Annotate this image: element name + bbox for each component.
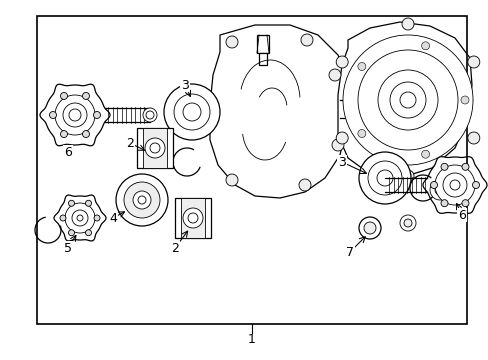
Circle shape	[467, 56, 479, 68]
Circle shape	[377, 70, 437, 130]
Circle shape	[124, 182, 160, 218]
Circle shape	[467, 132, 479, 144]
Circle shape	[328, 69, 340, 81]
Bar	[142, 128, 167, 168]
Circle shape	[133, 191, 151, 209]
Circle shape	[225, 36, 238, 48]
Circle shape	[401, 18, 413, 30]
Circle shape	[358, 217, 380, 239]
Circle shape	[82, 131, 89, 138]
Circle shape	[85, 230, 91, 236]
Circle shape	[342, 35, 472, 165]
Text: 4: 4	[109, 212, 117, 225]
Circle shape	[376, 170, 392, 186]
Circle shape	[399, 215, 415, 231]
Circle shape	[60, 215, 66, 221]
Circle shape	[331, 139, 343, 151]
Circle shape	[93, 112, 101, 118]
Circle shape	[357, 50, 457, 150]
Circle shape	[460, 96, 468, 104]
Circle shape	[429, 180, 449, 200]
Circle shape	[187, 213, 198, 223]
Circle shape	[68, 200, 74, 206]
Circle shape	[301, 34, 312, 46]
Circle shape	[335, 56, 347, 68]
Text: 2: 2	[171, 242, 179, 255]
Circle shape	[65, 203, 95, 233]
Circle shape	[367, 161, 401, 195]
Polygon shape	[209, 25, 347, 198]
Circle shape	[434, 185, 444, 195]
Bar	[37, 16, 466, 324]
Circle shape	[403, 219, 411, 227]
Circle shape	[421, 150, 429, 158]
Circle shape	[363, 222, 375, 234]
Bar	[175, 198, 210, 238]
Circle shape	[174, 94, 209, 130]
Circle shape	[225, 174, 238, 186]
Circle shape	[49, 112, 57, 118]
Circle shape	[429, 181, 437, 189]
Polygon shape	[54, 195, 106, 241]
Circle shape	[145, 138, 164, 158]
Circle shape	[401, 170, 413, 182]
Circle shape	[146, 111, 154, 119]
Circle shape	[68, 230, 74, 236]
Circle shape	[69, 109, 81, 121]
Circle shape	[358, 152, 410, 204]
Polygon shape	[40, 84, 110, 146]
Circle shape	[94, 215, 100, 221]
Circle shape	[335, 132, 347, 144]
Circle shape	[85, 200, 91, 206]
Circle shape	[421, 42, 429, 50]
Polygon shape	[422, 157, 486, 213]
Text: 6: 6	[457, 208, 465, 221]
Circle shape	[163, 84, 220, 140]
Circle shape	[61, 131, 67, 138]
Bar	[257, 35, 268, 53]
Circle shape	[77, 215, 83, 221]
Circle shape	[440, 200, 447, 207]
Circle shape	[183, 103, 201, 121]
Text: 1: 1	[247, 333, 255, 346]
Text: 2: 2	[126, 136, 134, 149]
Text: 7: 7	[346, 246, 353, 258]
Circle shape	[399, 92, 415, 108]
Circle shape	[63, 103, 87, 127]
Circle shape	[357, 130, 365, 138]
Circle shape	[55, 95, 95, 135]
Bar	[259, 53, 266, 65]
Circle shape	[471, 181, 479, 189]
Circle shape	[116, 174, 168, 226]
Circle shape	[461, 200, 468, 207]
Circle shape	[82, 93, 89, 99]
Circle shape	[442, 173, 466, 197]
Circle shape	[449, 180, 459, 190]
Circle shape	[298, 179, 310, 191]
Circle shape	[150, 143, 160, 153]
Circle shape	[61, 93, 67, 99]
Bar	[137, 128, 173, 168]
Bar	[181, 198, 204, 238]
Text: 3: 3	[337, 156, 345, 168]
Polygon shape	[337, 22, 471, 178]
Circle shape	[72, 210, 88, 226]
Text: 6: 6	[64, 145, 72, 158]
Circle shape	[434, 165, 474, 205]
Text: 5: 5	[64, 242, 72, 255]
Circle shape	[142, 108, 157, 122]
Circle shape	[183, 208, 203, 228]
Circle shape	[138, 196, 146, 204]
Circle shape	[389, 82, 425, 118]
Circle shape	[357, 63, 365, 71]
Circle shape	[461, 163, 468, 170]
Circle shape	[440, 163, 447, 170]
Text: 3: 3	[181, 78, 188, 91]
